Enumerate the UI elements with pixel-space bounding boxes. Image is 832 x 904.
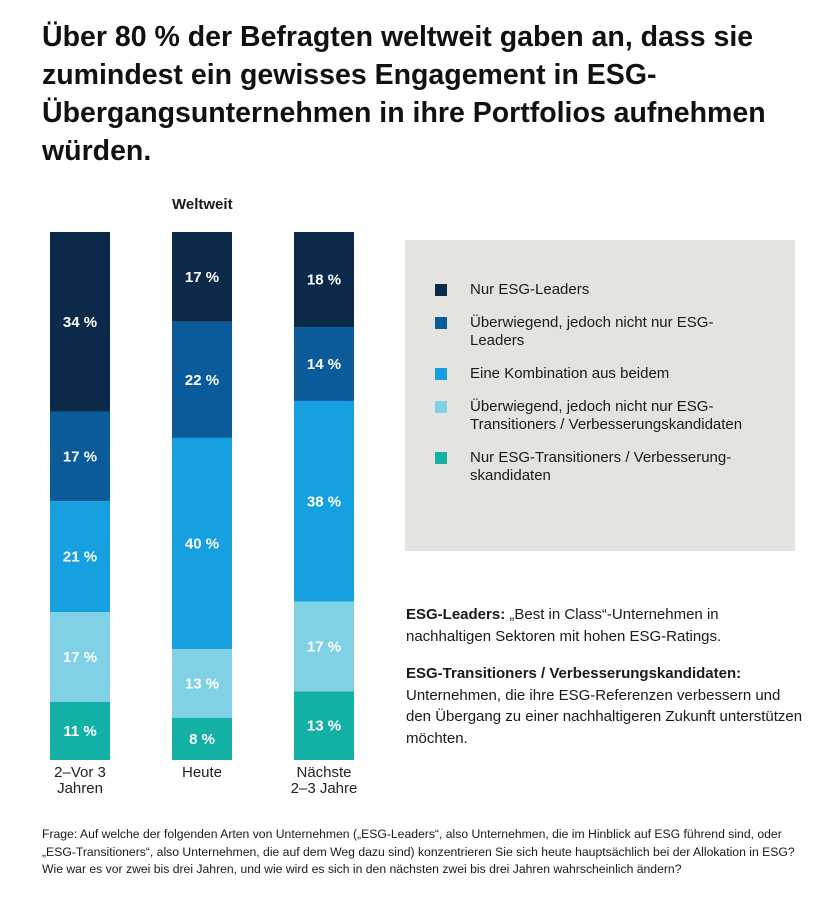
category-label: Heute bbox=[182, 764, 222, 781]
bar-segment bbox=[50, 612, 110, 702]
chart-subtitle: Weltweit bbox=[172, 196, 233, 213]
data-label: 8 % bbox=[189, 731, 215, 748]
bar-segment bbox=[172, 717, 232, 760]
data-label: 13 % bbox=[307, 718, 341, 735]
bar-segment bbox=[294, 691, 354, 760]
bar-segment bbox=[294, 327, 354, 401]
legend-label: Nur ESG-Transitioners / Verbesserung-ska… bbox=[470, 449, 732, 484]
legend-list: Nur ESG-Leaders Überwiegend, jedoch nich… bbox=[435, 281, 765, 500]
legend-swatch bbox=[435, 368, 447, 380]
category-label: 2–Vor 3 bbox=[54, 764, 106, 781]
data-label: 21 % bbox=[63, 549, 97, 566]
legend-label: Eine Kombination aus beidem bbox=[470, 365, 670, 382]
legend-swatch bbox=[435, 452, 447, 464]
chart-title: Über 80 % der Befragten weltweit gaben a… bbox=[42, 21, 766, 167]
bar-segment bbox=[294, 601, 354, 692]
legend-label: Nur ESG-Leaders bbox=[470, 281, 590, 298]
data-label: 17 % bbox=[307, 638, 341, 655]
legend-panel: Nur ESG-Leaders Überwiegend, jedoch nich… bbox=[405, 240, 795, 551]
bar-segment bbox=[172, 437, 232, 650]
data-label: 38 % bbox=[307, 493, 341, 510]
category-label: Nächste bbox=[296, 764, 351, 781]
legend-item: Nur ESG-Transitioners / Verbesserung-ska… bbox=[435, 449, 765, 485]
data-label: 34 % bbox=[63, 314, 97, 331]
bar-segment bbox=[50, 411, 110, 502]
legend-swatch bbox=[435, 284, 447, 296]
category-label: Jahren bbox=[57, 780, 103, 797]
data-label: 11 % bbox=[63, 723, 96, 740]
data-label: 14 % bbox=[307, 356, 341, 373]
legend-item: Überwiegend, jedoch nicht nur ESG-Leader… bbox=[435, 314, 765, 350]
legend-swatch bbox=[435, 401, 447, 413]
bar-segment bbox=[172, 232, 232, 322]
definitions: ESG-Leaders: „Best in Class“-Unternehmen… bbox=[406, 604, 806, 765]
bar-segment bbox=[294, 232, 354, 328]
bar-segment bbox=[172, 321, 232, 438]
data-label: 17 % bbox=[185, 269, 219, 286]
legend-item: Nur ESG-Leaders bbox=[435, 281, 765, 299]
legend-item: Überwiegend, jedoch nicht nur ESG-Transi… bbox=[435, 398, 765, 434]
definition-text: Unternehmen, die ihre ESG-Referenzen ver… bbox=[406, 686, 803, 747]
data-label: 17 % bbox=[63, 649, 97, 666]
bar-segment bbox=[172, 649, 232, 718]
legend-label: Überwiegend, jedoch nicht nur ESG-Transi… bbox=[470, 398, 743, 433]
category-label: 2–3 Jahre bbox=[291, 780, 358, 797]
data-label: 40 % bbox=[185, 536, 219, 553]
footnote: Frage: Auf welche der folgenden Arten vo… bbox=[42, 827, 795, 876]
definition-esg-leaders: ESG-Leaders: „Best in Class“-Unternehmen… bbox=[406, 604, 806, 647]
legend-label: Überwiegend, jedoch nicht nur ESG-Leader… bbox=[470, 314, 714, 349]
definition-term: ESG-Transitioners / Verbesserungskandida… bbox=[406, 665, 742, 682]
data-label: 22 % bbox=[185, 372, 219, 389]
bar-segment bbox=[50, 501, 110, 613]
legend-swatch bbox=[435, 317, 447, 329]
definition-esg-transitioners: ESG-Transitioners / Verbesserungskandida… bbox=[406, 663, 806, 749]
bar-segment bbox=[50, 232, 110, 412]
data-label: 17 % bbox=[63, 448, 97, 465]
data-label: 13 % bbox=[185, 675, 219, 692]
bar-segment bbox=[50, 701, 110, 760]
data-label: 18 % bbox=[307, 272, 341, 289]
bar-segment bbox=[294, 400, 354, 602]
legend-item: Eine Kombination aus beidem bbox=[435, 365, 765, 383]
definition-text: „Best in Class“-Unternehmen in nachhalti… bbox=[406, 606, 722, 645]
definition-term: ESG-Leaders: bbox=[406, 606, 506, 623]
